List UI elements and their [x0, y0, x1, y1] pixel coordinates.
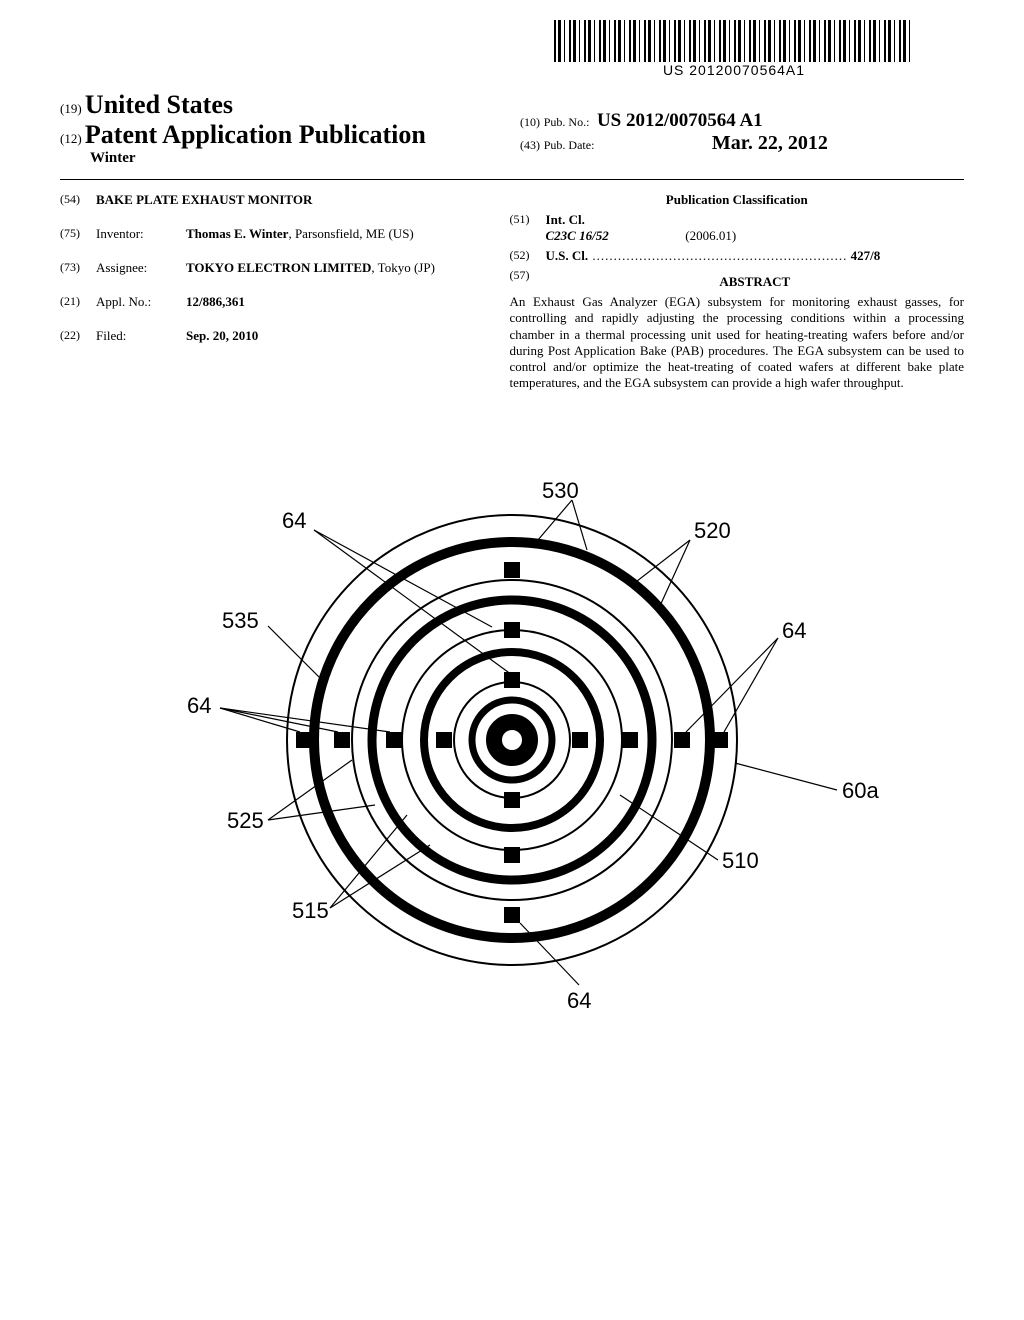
figure-area: 530 520 64 64 64 64 535 525 515 510 60a: [0, 480, 1024, 1025]
pub-date-label: Pub. Date:: [544, 138, 595, 152]
barcode-block: US 20120070564A1: [554, 20, 914, 78]
us-cl-val: 427/8: [851, 248, 881, 263]
svg-text:64: 64: [282, 508, 306, 533]
classification-title: Publication Classification: [510, 192, 964, 208]
int-cl-code: C23C 16/52: [546, 228, 609, 243]
int-cl-date: (2006.01): [685, 228, 736, 243]
author-line: Winter: [60, 150, 964, 167]
assignee-name: TOKYO ELECTRON LIMITED: [186, 260, 371, 275]
us-cl-dots: ........................................…: [588, 248, 847, 263]
svg-text:510: 510: [722, 848, 759, 873]
field-22: (22) Filed: Sep. 20, 2010: [60, 328, 480, 344]
barcode-text: US 20120070564A1: [554, 62, 914, 78]
field-75-label: Inventor:: [96, 226, 186, 242]
abstract-title: ABSTRACT: [546, 274, 964, 290]
svg-text:525: 525: [227, 808, 264, 833]
header-left: (19) United States (12) Patent Applicati…: [60, 90, 964, 167]
assignee-value: TOKYO ELECTRON LIMITED, Tokyo (JP): [186, 260, 480, 276]
right-column: Publication Classification (51) Int. Cl.…: [510, 192, 964, 392]
field-52-label: U.S. Cl.: [546, 248, 589, 263]
field-54-num: (54): [60, 192, 96, 208]
svg-text:515: 515: [292, 898, 329, 923]
field-73-label: Assignee:: [96, 260, 186, 276]
biblio-columns: (54) BAKE PLATE EXHAUST MONITOR (75) Inv…: [60, 192, 964, 392]
publication-type: Patent Application Publication: [85, 120, 426, 149]
appl-no: 12/886,361: [186, 294, 480, 310]
field-52-num: (52): [510, 248, 546, 264]
field-21-num: (21): [60, 294, 96, 310]
svg-text:535: 535: [222, 608, 259, 633]
svg-text:64: 64: [782, 618, 806, 643]
divider-rule: [60, 179, 964, 180]
left-column: (54) BAKE PLATE EXHAUST MONITOR (75) Inv…: [60, 192, 480, 392]
field-57: (57) ABSTRACT: [510, 268, 964, 294]
inventor-value: Thomas E. Winter, Parsonsfield, ME (US): [186, 226, 480, 242]
pub-no: US 2012/0070564 A1: [597, 110, 763, 131]
svg-text:64: 64: [187, 693, 211, 718]
figure-svg: 530 520 64 64 64 64 535 525 515 510 60a: [12, 480, 1012, 1020]
inventor-loc: , Parsonsfield, ME (US): [288, 226, 413, 241]
country: United States: [85, 90, 233, 119]
field-57-num: (57): [510, 268, 546, 294]
field-52: (52) U.S. Cl. ..........................…: [510, 248, 964, 264]
field-51: (51) Int. Cl. C23C 16/52 (2006.01): [510, 212, 964, 244]
abstract-text: An Exhaust Gas Analyzer (EGA) subsystem …: [510, 294, 964, 392]
pub-date: Mar. 22, 2012: [712, 132, 828, 154]
inventor-name: Thomas E. Winter: [186, 226, 288, 241]
svg-text:60a: 60a: [842, 778, 879, 803]
field-21-label: Appl. No.:: [96, 294, 186, 310]
svg-text:530: 530: [542, 480, 579, 503]
prefix-10: (10): [520, 115, 540, 129]
field-22-num: (22): [60, 328, 96, 344]
invention-title: BAKE PLATE EXHAUST MONITOR: [96, 192, 480, 208]
field-75: (75) Inventor: Thomas E. Winter, Parsons…: [60, 226, 480, 242]
field-54: (54) BAKE PLATE EXHAUST MONITOR: [60, 192, 480, 208]
svg-text:64: 64: [567, 988, 591, 1013]
prefix-12: (12): [60, 131, 82, 146]
field-73: (73) Assignee: TOKYO ELECTRON LIMITED, T…: [60, 260, 480, 276]
prefix-43: (43): [520, 138, 540, 152]
barcode: [554, 20, 914, 62]
field-73-num: (73): [60, 260, 96, 276]
header-right: (10) Pub. No.: US 2012/0070564 A1 (43) P…: [520, 110, 828, 155]
field-75-num: (75): [60, 226, 96, 242]
field-51-num: (51): [510, 212, 546, 244]
svg-text:520: 520: [694, 518, 731, 543]
field-51-label: Int. Cl.: [546, 212, 964, 228]
field-22-label: Filed:: [96, 328, 186, 344]
prefix-19: (19): [60, 101, 82, 116]
pub-no-label: Pub. No.:: [544, 115, 590, 129]
assignee-loc: , Tokyo (JP): [371, 260, 435, 275]
filed-date: Sep. 20, 2010: [186, 328, 480, 344]
field-21: (21) Appl. No.: 12/886,361: [60, 294, 480, 310]
